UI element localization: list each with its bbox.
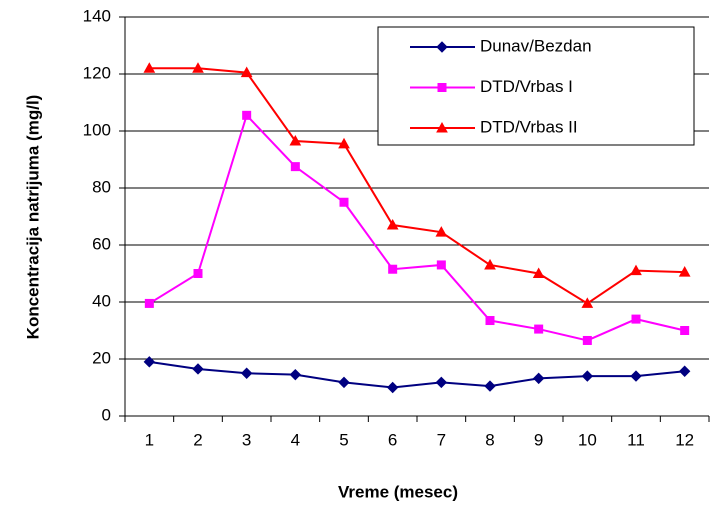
marker (437, 83, 447, 92)
marker (485, 316, 495, 326)
marker (192, 363, 204, 375)
x-tick-label: 3 (242, 430, 251, 449)
marker (338, 137, 350, 149)
x-tick-label: 12 (675, 430, 694, 449)
marker (192, 62, 204, 73)
marker (289, 134, 302, 146)
legend-label: Dunav/Bezdan (480, 36, 592, 55)
marker (581, 370, 594, 382)
marker (143, 356, 156, 368)
series-line (149, 67, 685, 305)
series-line (148, 113, 685, 342)
marker (388, 264, 398, 274)
y-tick-label: 20 (92, 348, 111, 367)
marker (339, 197, 349, 207)
marker (143, 62, 156, 73)
marker (386, 381, 399, 394)
marker (484, 258, 496, 270)
marker (532, 267, 545, 278)
x-tick-label: 2 (193, 430, 202, 449)
marker (581, 297, 594, 308)
legend-label: DTD/Vrbas I (480, 77, 573, 96)
marker (338, 376, 350, 389)
marker (193, 269, 203, 278)
x-tick-label: 1 (145, 430, 154, 449)
x-tick-label: 6 (388, 430, 397, 449)
marker (240, 367, 253, 379)
y-axis-label: Koncentracija natrijuma (mg/l) (23, 95, 42, 340)
marker (144, 298, 154, 308)
marker (534, 324, 544, 334)
marker (630, 370, 642, 382)
series-line (149, 360, 685, 389)
marker (630, 264, 642, 276)
marker (386, 219, 399, 230)
marker (242, 110, 252, 120)
y-tick-label: 80 (92, 177, 111, 196)
y-tick-label: 140 (83, 6, 111, 25)
y-tick-label: 40 (92, 291, 111, 310)
marker (436, 41, 448, 53)
x-tick-label: 11 (627, 430, 645, 449)
marker (240, 66, 253, 78)
marker (680, 326, 690, 335)
marker (290, 162, 300, 172)
marker (532, 372, 545, 385)
x-tick-label: 10 (578, 430, 597, 449)
x-tick-label: 8 (485, 430, 494, 449)
marker (436, 260, 446, 270)
x-axis-label: Vreme (mesec) (338, 482, 458, 501)
y-tick-label: 120 (83, 63, 111, 82)
x-tick-label: 5 (339, 430, 348, 449)
marker (435, 226, 448, 237)
marker (582, 335, 592, 345)
marker (484, 380, 496, 392)
marker (435, 376, 448, 389)
y-tick-label: 0 (102, 405, 111, 424)
marker (631, 314, 641, 324)
x-tick-label: 9 (534, 430, 543, 449)
x-tick-label: 7 (437, 430, 446, 449)
marker (678, 266, 691, 277)
legend-label: DTD/Vrbas II (480, 117, 578, 136)
marker (289, 368, 302, 381)
marker (436, 121, 448, 133)
y-tick-label: 100 (83, 120, 111, 139)
marker (678, 365, 691, 377)
y-tick-label: 60 (92, 234, 111, 253)
x-tick-label: 4 (291, 430, 300, 449)
